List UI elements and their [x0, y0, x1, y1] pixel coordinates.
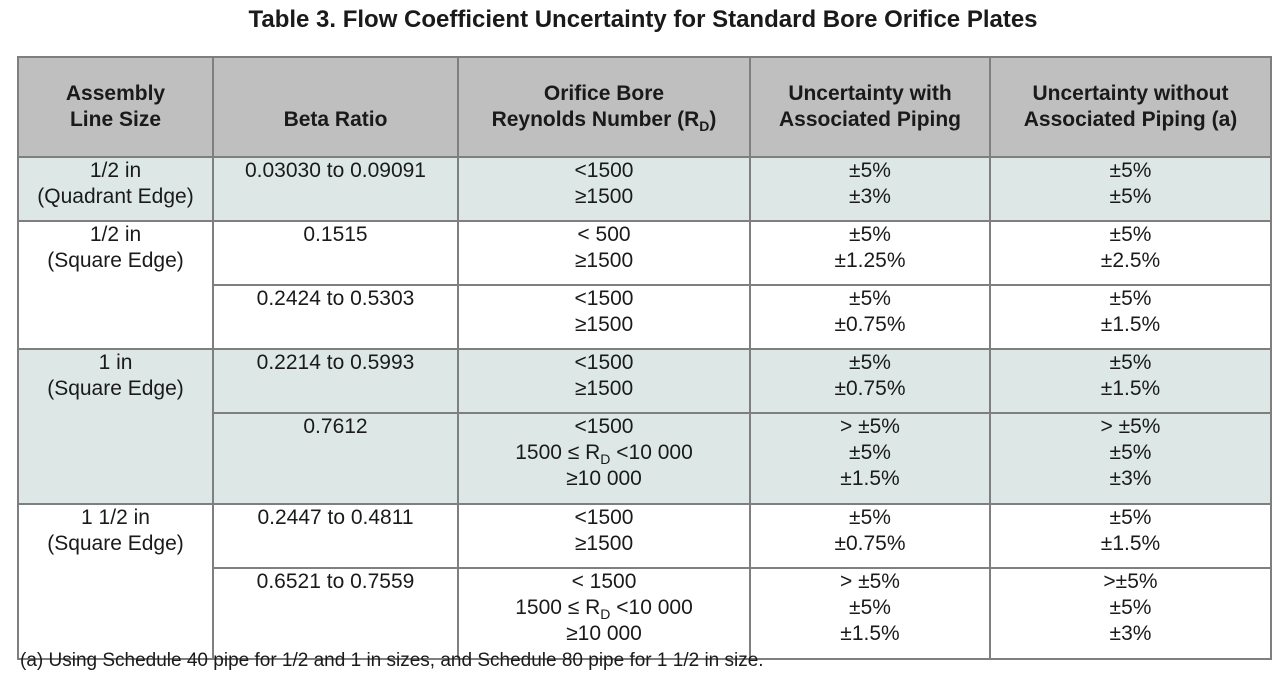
uncertainty-without-cell: ±5% ±1.5%	[989, 503, 1272, 569]
header-uncertainty-with: Uncertainty with Associated Piping	[749, 56, 991, 158]
uncertainty-with-cell: > ±5% ±5% ±1.5%	[749, 412, 991, 505]
table-row: 0.7612 <1500 1500 ≤ RD <10 000 ≥10 000 >…	[18, 412, 1272, 505]
beta-ratio-cell: 0.2214 to 0.5993	[212, 348, 459, 414]
beta-ratio-cell: 0.6521 to 0.7559	[212, 567, 459, 660]
header-assembly-line-size: Assembly Line Size	[17, 56, 214, 158]
reynolds-cell: <1500 ≥1500	[457, 503, 751, 569]
line-size-cell: 1 in (Square Edge)	[17, 348, 214, 505]
line-size-cell: 1 1/2 in (Square Edge)	[17, 503, 214, 660]
reynolds-cell: <1500 ≥1500	[457, 156, 751, 222]
uncertainty-with-cell: > ±5% ±5% ±1.5%	[749, 567, 991, 660]
reynolds-cell: < 500 ≥1500	[457, 220, 751, 286]
header-beta-ratio: Beta Ratio	[212, 56, 459, 158]
uncertainty-without-cell: >±5% ±5% ±3%	[989, 567, 1272, 660]
table-footnote: (a) Using Schedule 40 pipe for 1/2 and 1…	[20, 650, 764, 671]
table-row: 1/2 in (Quadrant Edge) 0.03030 to 0.0909…	[17, 156, 1272, 222]
uncertainty-with-cell: ±5% ±0.75%	[749, 348, 991, 414]
table-row: 1/2 in (Square Edge) 0.1515 < 500 ≥1500 …	[17, 220, 1272, 350]
uncertainty-with-cell: ±5% ±0.75%	[749, 503, 991, 569]
table-row: 0.6521 to 0.7559 < 1500 1500 ≤ RD <10 00…	[18, 567, 1272, 660]
reynolds-cell: <1500 ≥1500	[457, 348, 751, 414]
beta-ratio-cell: 0.1515	[212, 220, 459, 286]
beta-ratio-cell: 0.03030 to 0.09091	[212, 156, 459, 222]
uncertainty-without-cell: ±5% ±1.5%	[989, 284, 1272, 350]
reynolds-cell: <1500 ≥1500	[457, 284, 751, 350]
reynolds-cell: < 1500 1500 ≤ RD <10 000 ≥10 000	[457, 567, 751, 660]
uncertainty-without-cell: ±5% ±5%	[989, 156, 1272, 222]
uncertainty-with-cell: ±5% ±3%	[749, 156, 991, 222]
beta-ratio-cell: 0.2447 to 0.4811	[212, 503, 459, 569]
uncertainty-with-cell: ±5% ±0.75%	[749, 284, 991, 350]
beta-ratio-cell: 0.2424 to 0.5303	[212, 284, 459, 350]
uncertainty-without-cell: ±5% ±1.5%	[989, 348, 1272, 414]
uncertainty-with-cell: ±5% ±1.25%	[749, 220, 991, 286]
table-row: 0.2424 to 0.5303 <1500 ≥1500 ±5% ±0.75% …	[18, 284, 1272, 350]
table-row: 1 in (Square Edge) 0.2214 to 0.5993 <150…	[17, 348, 1272, 505]
table-title: Table 3. Flow Coefficient Uncertainty fo…	[248, 6, 1038, 33]
uncertainty-table: Assembly Line Size Beta Ratio Orifice Bo…	[17, 56, 1272, 660]
header-uncertainty-without: Uncertainty without Associated Piping (a…	[989, 56, 1272, 158]
line-size-cell: 1/2 in (Square Edge)	[17, 220, 214, 350]
beta-ratio-cell: 0.7612	[212, 412, 459, 505]
uncertainty-without-cell: ±5% ±2.5%	[989, 220, 1272, 286]
uncertainty-without-cell: > ±5% ±5% ±3%	[989, 412, 1272, 505]
table-row: 1 1/2 in (Square Edge) 0.2447 to 0.4811 …	[17, 503, 1272, 660]
header-row: Assembly Line Size Beta Ratio Orifice Bo…	[17, 56, 1272, 158]
line-size-cell: 1/2 in (Quadrant Edge)	[17, 156, 214, 222]
header-reynolds-number: Orifice Bore Reynolds Number (RD)	[457, 56, 751, 158]
reynolds-cell: <1500 1500 ≤ RD <10 000 ≥10 000	[457, 412, 751, 505]
